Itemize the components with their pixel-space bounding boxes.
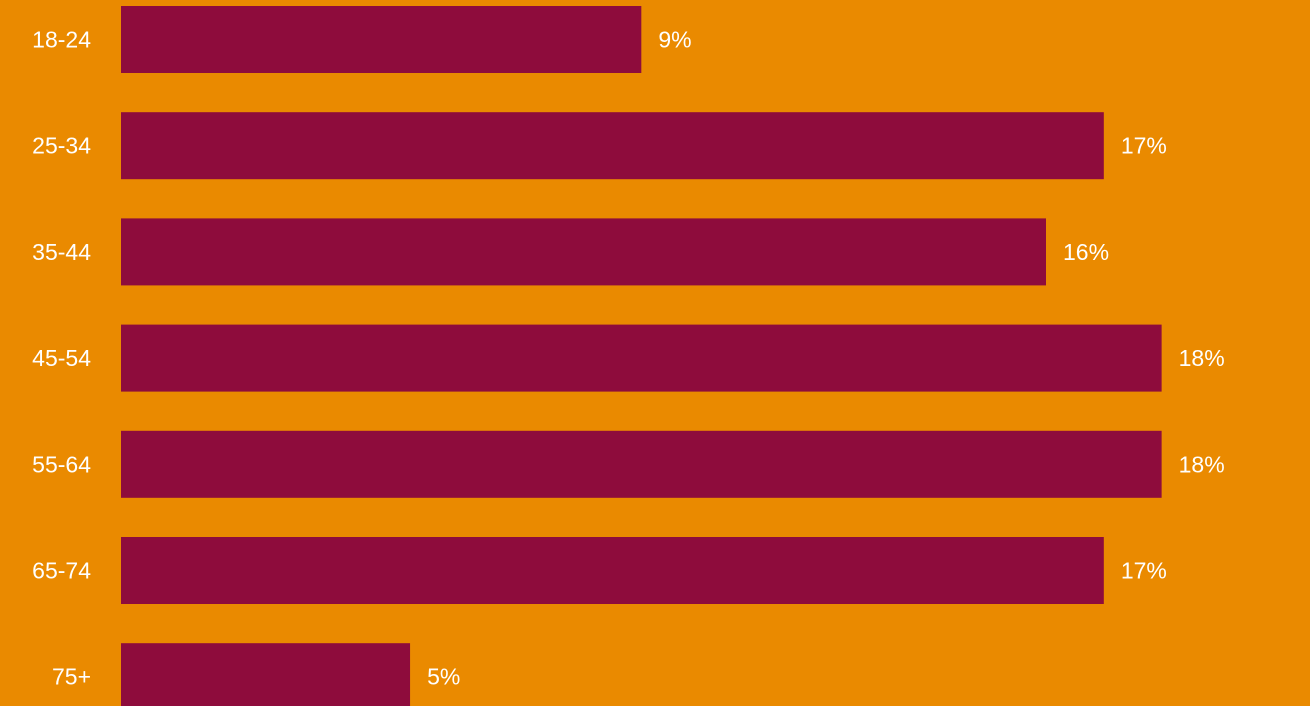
bar-55-64 xyxy=(121,430,1162,498)
bar-45-54 xyxy=(121,324,1162,392)
value-label: 5% xyxy=(427,664,460,690)
category-label: 65-74 xyxy=(32,558,91,584)
category-label: 35-44 xyxy=(32,239,91,265)
category-labels-group: 18-24 25-34 35-44 45-54 55-64 65-74 75+ xyxy=(32,27,91,690)
bar-25-34 xyxy=(121,112,1104,180)
bar-75+ xyxy=(121,643,411,706)
value-label: 17% xyxy=(1121,558,1167,584)
category-label: 25-34 xyxy=(32,133,91,159)
bar-35-44 xyxy=(121,218,1046,286)
value-labels-group: 9% 17% 16% 18% 18% 17% 5% xyxy=(427,27,1225,690)
value-label: 18% xyxy=(1179,345,1225,371)
value-label: 17% xyxy=(1121,133,1167,159)
bar-18-24 xyxy=(121,6,642,73)
category-label: 18-24 xyxy=(32,27,91,53)
value-label: 18% xyxy=(1179,451,1225,477)
category-label: 75+ xyxy=(52,664,91,690)
category-label: 55-64 xyxy=(32,451,91,477)
value-label: 9% xyxy=(658,27,691,53)
bar-65-74 xyxy=(121,537,1104,604)
bars-group xyxy=(121,6,1162,706)
category-label: 45-54 xyxy=(32,345,91,371)
value-label: 16% xyxy=(1063,239,1109,265)
